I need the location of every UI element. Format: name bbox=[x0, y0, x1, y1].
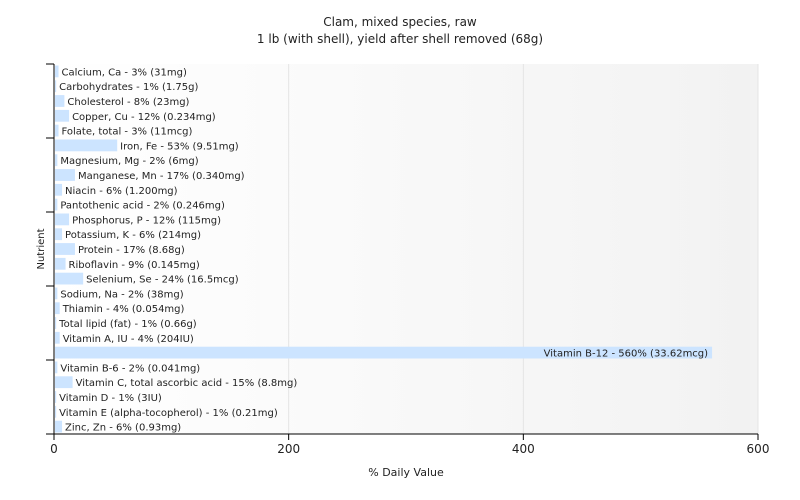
x-tick-label: 200 bbox=[277, 442, 300, 456]
chart-title: Clam, mixed species, raw bbox=[323, 15, 477, 29]
bar bbox=[55, 213, 70, 226]
bar-label: Carbohydrates - 1% (1.75g) bbox=[59, 82, 198, 93]
bar-label: Sodium, Na - 2% (38mg) bbox=[60, 289, 183, 300]
bar-label: Vitamin E (alpha-tocopherol) - 1% (0.21m… bbox=[59, 408, 278, 419]
bar bbox=[55, 169, 75, 181]
bar-label: Manganese, Mn - 17% (0.340mg) bbox=[78, 171, 245, 182]
chart-subtitle: 1 lb (with shell), yield after shell rem… bbox=[256, 32, 544, 46]
bar bbox=[55, 287, 58, 300]
x-tick-label: 600 bbox=[747, 442, 770, 456]
x-axis-label: % Daily Value bbox=[368, 466, 444, 479]
bar bbox=[55, 183, 63, 196]
bars: Calcium, Ca - 3% (31mg) Carbohydrates - 1… bbox=[55, 65, 713, 434]
bar-label: Niacin - 6% (1.200mg) bbox=[65, 186, 178, 197]
bar bbox=[55, 139, 118, 152]
bar-label: Zinc, Zn - 6% (0.93mg) bbox=[65, 423, 181, 434]
gridlines bbox=[288, 64, 759, 434]
bar-label: Vitamin B-6 - 2% (0.041mg) bbox=[60, 363, 200, 374]
plot-area bbox=[54, 64, 758, 434]
bar bbox=[55, 124, 59, 137]
bar bbox=[55, 198, 58, 211]
bar-label: Riboflavin - 9% (0.145mg) bbox=[69, 260, 200, 271]
bar-label: Protein - 17% (8.68g) bbox=[78, 245, 185, 256]
y-axis-label: Nutrient bbox=[36, 228, 47, 269]
bar-label: Phosphorus, P - 12% (115mg) bbox=[72, 215, 221, 226]
bar-label: Magnesium, Mg - 2% (6mg) bbox=[60, 156, 198, 167]
bar bbox=[55, 228, 63, 241]
bar bbox=[55, 302, 60, 315]
axes: 0 200 400 600 bbox=[46, 63, 770, 456]
bar bbox=[55, 80, 57, 93]
bar-label: Cholesterol - 8% (23mg) bbox=[67, 97, 189, 108]
bar-label: Selenium, Se - 24% (16.5mcg) bbox=[86, 275, 239, 286]
bar bbox=[55, 331, 60, 344]
bar bbox=[55, 65, 59, 78]
bar-label: Thiamin - 4% (0.054mg) bbox=[62, 304, 185, 315]
bar bbox=[55, 361, 58, 374]
bar-label: Iron, Fe - 53% (9.51mg) bbox=[120, 141, 239, 152]
bar bbox=[55, 109, 70, 122]
bar-label: Folate, total - 3% (11mcg) bbox=[62, 127, 193, 138]
bar-label: Copper, Cu - 12% (0.234mg) bbox=[72, 112, 216, 123]
bar bbox=[55, 257, 66, 270]
x-tick-label: 0 bbox=[50, 442, 58, 456]
bar bbox=[55, 405, 57, 418]
bar bbox=[55, 243, 75, 255]
bar-label: Vitamin A, IU - 4% (204IU) bbox=[63, 334, 194, 345]
bar-label: Vitamin D - 1% (3IU) bbox=[59, 393, 162, 404]
bar-label: Total lipid (fat) - 1% (0.66g) bbox=[58, 319, 197, 330]
bar bbox=[55, 272, 84, 285]
bar bbox=[55, 95, 65, 107]
x-tick-label: 400 bbox=[512, 442, 535, 456]
bar-label: Vitamin B-12 - 560% (33.62mcg) bbox=[544, 349, 709, 360]
bar bbox=[55, 154, 58, 167]
bar-label: Potassium, K - 6% (214mg) bbox=[65, 230, 201, 241]
bar bbox=[55, 317, 57, 329]
bar-label: Pantothenic acid - 2% (0.246mg) bbox=[60, 201, 225, 212]
bar bbox=[55, 420, 63, 433]
bar bbox=[55, 391, 57, 403]
bar bbox=[55, 376, 73, 389]
bar bbox=[55, 346, 713, 359]
bar-label: Vitamin C, total ascorbic acid - 15% (8.… bbox=[76, 378, 298, 389]
bar-label: Calcium, Ca - 3% (31mg) bbox=[62, 67, 187, 78]
